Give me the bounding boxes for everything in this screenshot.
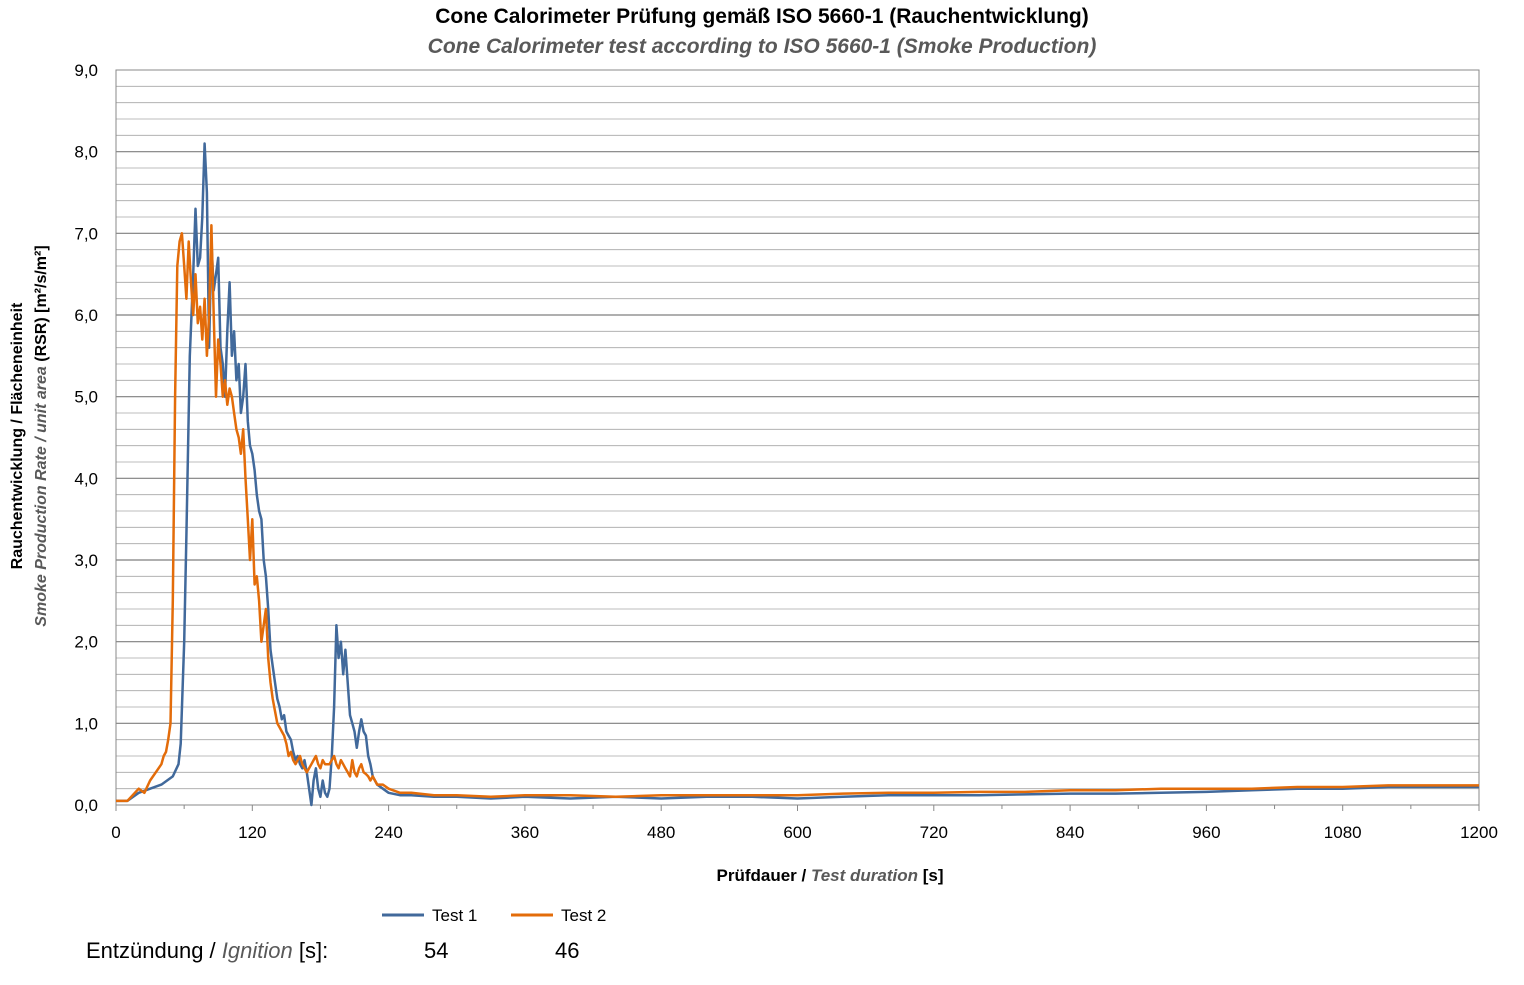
grid xyxy=(115,85,1480,811)
ignition-label-italic: Ignition xyxy=(221,938,293,963)
legend: Test 1 Test 2 xyxy=(382,906,606,925)
chart-title: Cone Calorimeter Prüfung gemäß ISO 5660-… xyxy=(435,5,1089,28)
y-tick-label: 4,0 xyxy=(74,469,98,488)
ignition-label: Entzündung / Ignition [s]: xyxy=(86,938,328,964)
x-tick-label: 480 xyxy=(647,823,675,842)
y-tick-label: 6,0 xyxy=(74,306,98,325)
y-axis-label-main: Rauchentwicklung / Flächeneinheit xyxy=(9,302,26,569)
y-tick-label: 8,0 xyxy=(74,143,98,162)
series-group xyxy=(116,142,1479,807)
y-axis-label-sub: Smoke Production Rate / unit area (RSR) … xyxy=(33,245,50,626)
y-tick-label: 5,0 xyxy=(74,388,98,407)
y-tick-label: 3,0 xyxy=(74,551,98,570)
ignition-value-test-1: 54 xyxy=(424,938,449,963)
series-line-test-1 xyxy=(116,142,1479,807)
ignition-label-suffix: [s]: xyxy=(292,938,329,963)
x-tick-label: 1200 xyxy=(1460,823,1498,842)
x-axis-label: Prüfdauer / Test duration [s] xyxy=(716,866,943,885)
x-tick-label: 0 xyxy=(111,823,120,842)
legend-label-test-1: Test 1 xyxy=(432,906,477,925)
ignition-value-test-2: 46 xyxy=(555,938,580,963)
series-line-test-2 xyxy=(116,223,1479,803)
x-tick-label: 840 xyxy=(1056,823,1084,842)
y-tick-label: 9,0 xyxy=(74,61,98,80)
y-tick-label: 2,0 xyxy=(74,633,98,652)
y-axis-label: Rauchentwicklung / Flächeneinheit Smoke … xyxy=(9,245,50,626)
ignition-label-prefix: Entzündung / xyxy=(86,938,222,963)
x-tick-label: 1080 xyxy=(1324,823,1362,842)
plot-area xyxy=(115,69,1480,806)
x-tick-label: 360 xyxy=(511,823,539,842)
x-tick-label: 720 xyxy=(920,823,948,842)
chart-subtitle: Cone Calorimeter test according to ISO 5… xyxy=(427,35,1097,58)
x-tick-labels: 0 120 240 360 480 600 720 840 960 1080 1200 xyxy=(111,823,1498,842)
legend-label-test-2: Test 2 xyxy=(561,906,606,925)
y-tick-label: 1,0 xyxy=(74,714,98,733)
x-tick-label: 960 xyxy=(1192,823,1220,842)
x-tick-label: 600 xyxy=(783,823,811,842)
y-tick-labels: 0,0 1,0 2,0 3,0 4,0 5,0 6,0 7,0 8,0 9,0 xyxy=(74,61,98,815)
x-tick-label: 120 xyxy=(238,823,266,842)
y-tick-label: 0,0 xyxy=(74,796,98,815)
y-tick-label: 7,0 xyxy=(74,224,98,243)
x-tick-label: 240 xyxy=(374,823,402,842)
